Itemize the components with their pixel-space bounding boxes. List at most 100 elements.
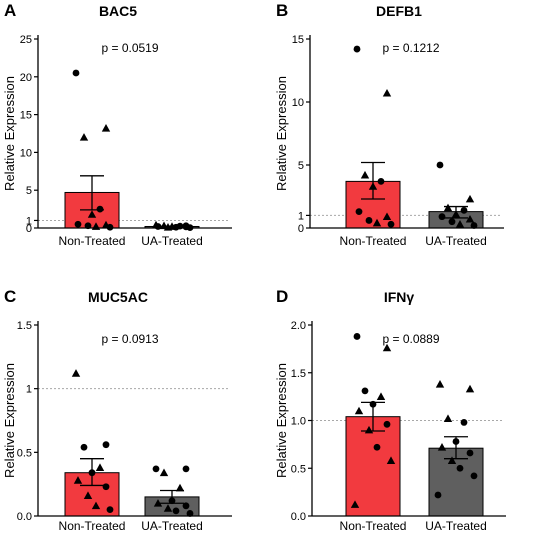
data-point-triangle [382, 88, 392, 97]
y-tick-label: 0 [26, 223, 32, 235]
data-point-triangle [83, 491, 93, 499]
chart-title: IFNγ [384, 289, 415, 305]
data-point-circle [460, 419, 468, 426]
data-point-triangle [465, 384, 475, 393]
data-point-triangle [350, 500, 360, 508]
data-point-triangle [79, 133, 89, 141]
data-point-circle [106, 506, 114, 514]
data-point-circle [369, 400, 377, 408]
y-tick-label: 2.0 [291, 320, 306, 332]
data-point-circle [355, 208, 363, 216]
data-point-triangle [437, 443, 447, 451]
data-point-triangle [153, 499, 163, 507]
data-point-triangle [163, 504, 173, 512]
y-tick-label: 5 [26, 185, 32, 197]
data-point-triangle [443, 203, 453, 212]
y-tick-label: 0.5 [291, 463, 306, 475]
y-axis-label: Relative Expression [274, 76, 289, 191]
p-value: p = 0.0889 [382, 332, 439, 346]
data-point-circle [154, 223, 162, 230]
chart-title: BAC5 [99, 3, 137, 19]
y-tick-label: 1.5 [291, 368, 306, 380]
data-point-circle [434, 491, 442, 499]
y-tick-label: 1.0 [291, 416, 306, 428]
data-point-circle [460, 206, 468, 214]
data-point-circle [466, 449, 474, 457]
x-tick-label: UA-Treated [425, 234, 487, 248]
data-point-circle [168, 497, 176, 505]
data-point-circle [470, 222, 478, 229]
data-point-triangle [372, 218, 382, 227]
data-point-circle [438, 213, 446, 221]
y-tick-label: 1 [298, 210, 304, 222]
data-point-triangle [354, 406, 364, 415]
data-point-circle [365, 217, 373, 224]
data-point-circle [80, 443, 88, 451]
y-tick-label: 5 [298, 160, 304, 172]
data-point-triangle [465, 214, 475, 223]
data-point-circle [96, 205, 104, 213]
data-point-circle [377, 177, 385, 185]
y-tick-label: 0.0 [291, 511, 306, 523]
data-point-circle [102, 483, 110, 491]
data-point-triangle [364, 425, 374, 434]
x-tick-label: Non-Treated [59, 519, 126, 533]
data-point-triangle [447, 456, 457, 464]
data-point-circle [373, 443, 381, 451]
data-point-triangle [95, 463, 105, 471]
x-tick-label: Non-Treated [340, 234, 407, 248]
p-value: p = 0.0519 [101, 41, 158, 55]
data-point-circle [456, 464, 464, 472]
data-point-circle [383, 420, 391, 428]
data-point-circle [448, 218, 456, 226]
data-point-circle [387, 220, 395, 228]
data-point-triangle [386, 456, 396, 464]
y-axis-label: Relative Expression [2, 363, 17, 478]
panel-letter: B [276, 1, 288, 20]
data-point-circle [88, 469, 96, 477]
panel-b: B DEFB1 Relative Expression Non-Treated UA-T… [274, 1, 504, 248]
data-point-triangle [435, 380, 445, 388]
data-point-circle [74, 220, 82, 228]
panel-d: D IFNγ Relative Expression Non-Treated UA-Tr… [274, 287, 506, 533]
x-tick-label: UA-Treated [425, 519, 487, 533]
panel-letter: C [4, 287, 16, 306]
data-point-triangle [73, 476, 83, 484]
data-point-triangle [71, 369, 81, 377]
data-point-circle [353, 333, 361, 340]
x-tick-label: Non-Treated [59, 234, 126, 248]
data-point-circle [172, 223, 180, 231]
data-point-triangle [159, 468, 169, 477]
panel-letter: A [4, 1, 16, 20]
data-point-circle [452, 438, 460, 445]
data-point-circle [470, 472, 478, 480]
y-tick-label: 1.5 [17, 320, 32, 332]
data-point-triangle [451, 209, 461, 218]
data-point-triangle [382, 212, 392, 221]
data-point-circle [182, 502, 190, 510]
y-tick-label: 10 [292, 97, 304, 109]
y-tick-label: 0 [298, 223, 304, 235]
p-value: p = 0.1212 [382, 41, 439, 55]
data-point-circle [102, 441, 110, 449]
y-tick-label: 20 [20, 72, 32, 84]
y-tick-label: 15 [292, 34, 304, 46]
data-point-circle [186, 510, 194, 517]
data-point-triangle [163, 223, 173, 231]
data-point-triangle [382, 343, 392, 352]
data-point-circle [361, 387, 369, 395]
data-point-circle [436, 161, 444, 169]
panel-letter: D [276, 287, 288, 306]
y-axis-label: Relative Expression [274, 363, 289, 478]
bar-ua-treated [428, 447, 484, 517]
y-tick-label: 10 [20, 147, 32, 159]
panel-c: C MUC5AC Relative Expression Non-Treated UA-… [2, 287, 232, 533]
chart-title: MUC5AC [88, 289, 148, 305]
y-tick-label: 25 [20, 34, 32, 46]
y-tick-label: 0.5 [17, 447, 32, 459]
data-point-circle [72, 69, 80, 77]
y-tick-label: 15 [20, 110, 32, 122]
data-point-circle [172, 507, 180, 515]
data-point-triangle [87, 210, 97, 218]
